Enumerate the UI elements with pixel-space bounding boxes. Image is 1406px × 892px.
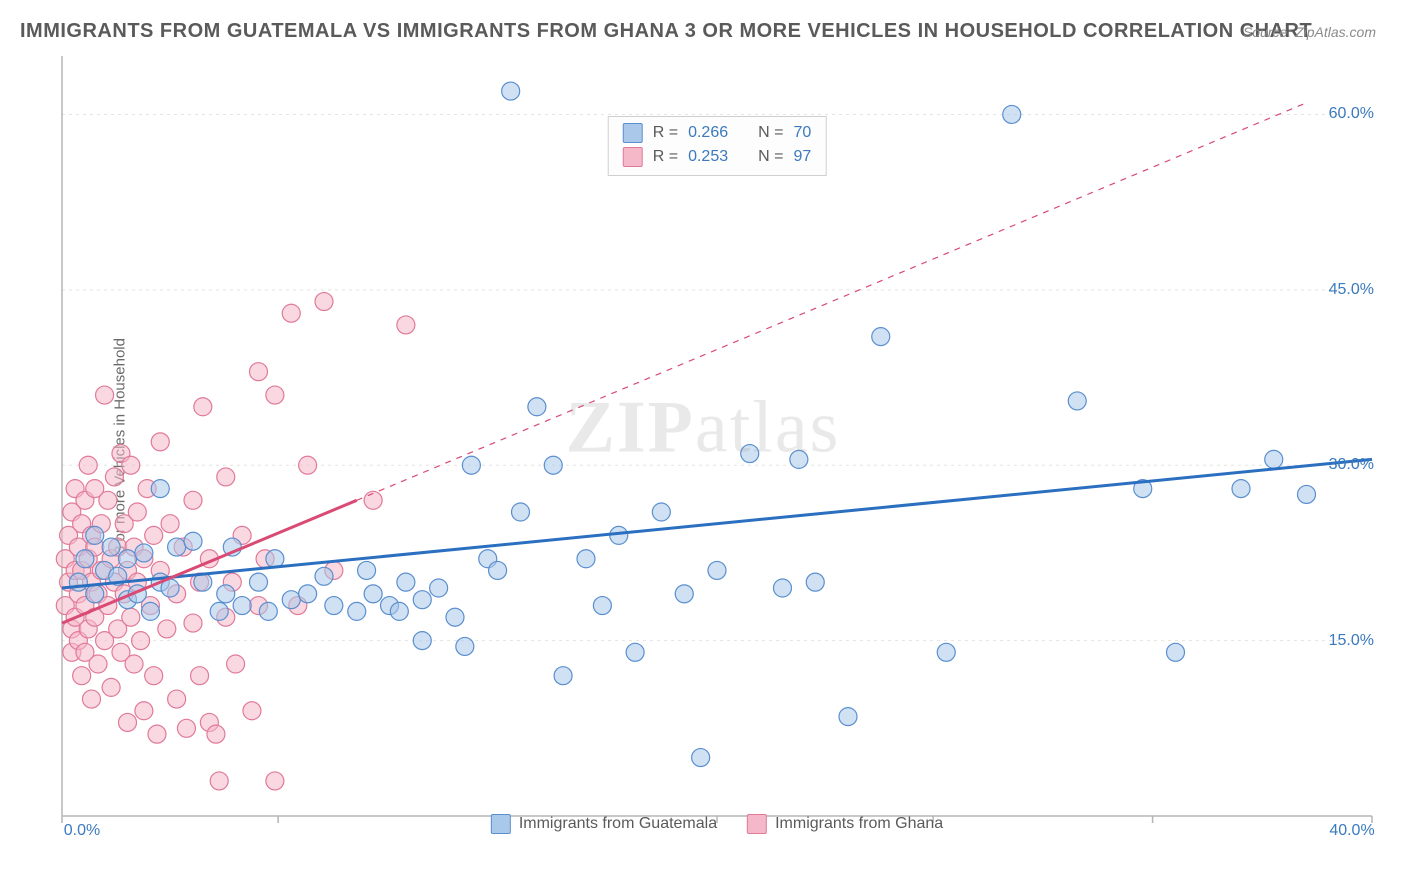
y-tick-label: 45.0% <box>1329 281 1374 299</box>
chart-container: IMMIGRANTS FROM GUATEMALA VS IMMIGRANTS … <box>0 0 1406 892</box>
y-tick-label: 15.0% <box>1329 632 1374 650</box>
swatch-guatemala-icon <box>491 814 511 834</box>
correlation-legend-row-guatemala: R = 0.266 N = 70 <box>623 121 812 145</box>
source-attribution: Source: ZipAtlas.com <box>1243 24 1376 40</box>
y-tick-label: 30.0% <box>1329 456 1374 474</box>
plot-area: R = 0.266 N = 70 R = 0.253 N = 97 Immigr… <box>52 56 1382 836</box>
swatch-guatemala-icon <box>623 123 643 143</box>
series-legend-guatemala: Immigrants from Guatemala <box>491 814 717 834</box>
x-tick-label: 0.0% <box>64 822 100 840</box>
swatch-ghana-icon <box>623 147 643 167</box>
chart-title: IMMIGRANTS FROM GUATEMALA VS IMMIGRANTS … <box>20 20 1312 43</box>
y-tick-label: 60.0% <box>1329 105 1374 123</box>
series-legend-ghana: Immigrants from Ghana <box>747 814 943 834</box>
correlation-legend-row-ghana: R = 0.253 N = 97 <box>623 145 812 169</box>
x-tick-label: 40.0% <box>1329 822 1374 840</box>
swatch-ghana-icon <box>747 814 767 834</box>
correlation-legend: R = 0.266 N = 70 R = 0.253 N = 97 <box>608 116 827 176</box>
series-legend: Immigrants from Guatemala Immigrants fro… <box>491 814 943 834</box>
